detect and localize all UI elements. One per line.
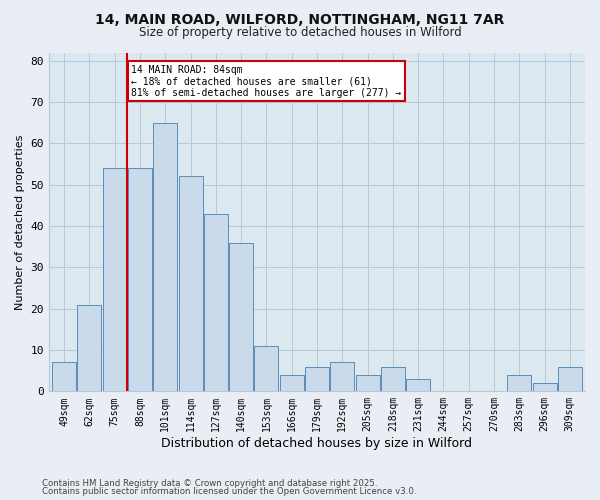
Bar [305,366,329,392]
Bar [128,168,152,392]
Bar [77,304,101,392]
Bar [356,375,380,392]
Bar [179,176,203,392]
Text: 14 MAIN ROAD: 84sqm
← 18% of detached houses are smaller (61)
81% of semi-detach: 14 MAIN ROAD: 84sqm ← 18% of detached ho… [131,65,401,98]
Text: 14, MAIN ROAD, WILFORD, NOTTINGHAM, NG11 7AR: 14, MAIN ROAD, WILFORD, NOTTINGHAM, NG11… [95,12,505,26]
Bar [280,375,304,392]
X-axis label: Distribution of detached houses by size in Wilford: Distribution of detached houses by size … [161,437,472,450]
Y-axis label: Number of detached properties: Number of detached properties [15,134,25,310]
Bar [103,168,127,392]
Bar [153,122,177,392]
Bar [204,214,228,392]
Bar [406,379,430,392]
Bar [52,362,76,392]
Bar [254,346,278,392]
Bar [507,375,531,392]
Bar [330,362,354,392]
Bar [533,383,557,392]
Bar [381,366,405,392]
Text: Size of property relative to detached houses in Wilford: Size of property relative to detached ho… [139,26,461,39]
Text: Contains HM Land Registry data © Crown copyright and database right 2025.: Contains HM Land Registry data © Crown c… [42,478,377,488]
Bar [558,366,582,392]
Bar [229,242,253,392]
Text: Contains public sector information licensed under the Open Government Licence v3: Contains public sector information licen… [42,487,416,496]
